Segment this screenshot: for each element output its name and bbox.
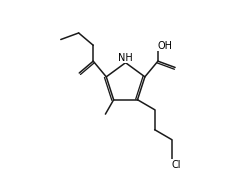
- Text: NH: NH: [118, 53, 133, 63]
- Text: OH: OH: [158, 41, 173, 51]
- Text: Cl: Cl: [172, 160, 181, 170]
